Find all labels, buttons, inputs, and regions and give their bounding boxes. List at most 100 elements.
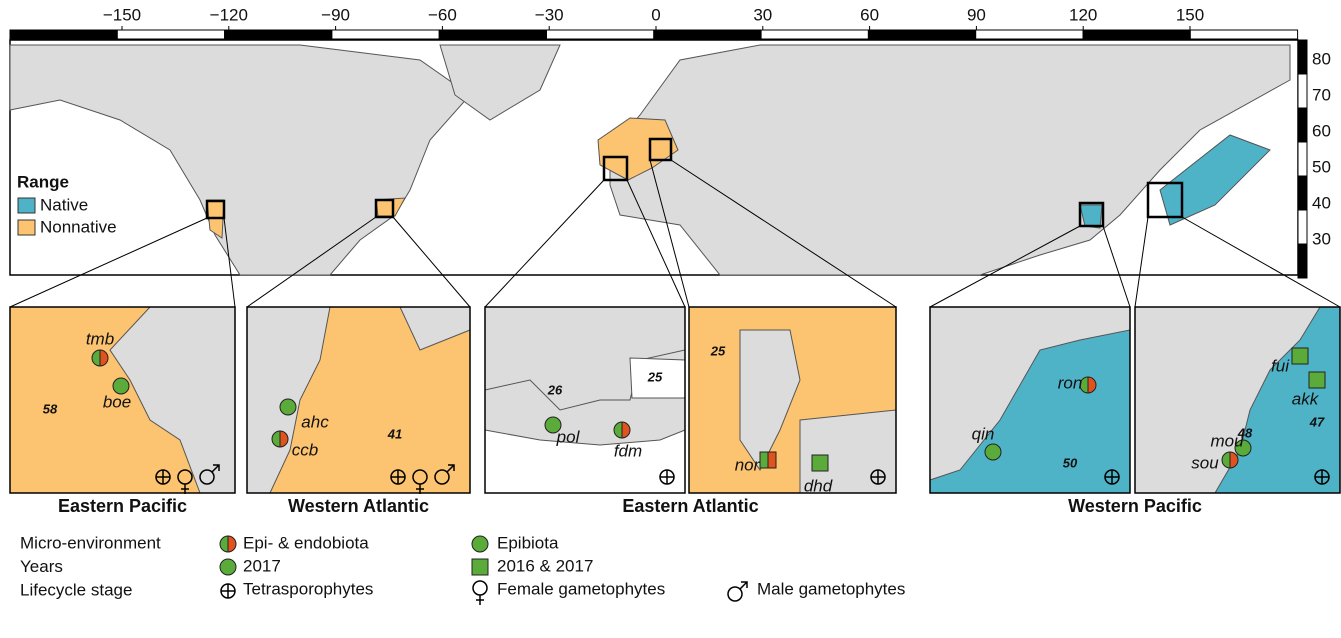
connector xyxy=(484,179,605,308)
scale-segment xyxy=(116,29,226,40)
lon-tick-label: 120 xyxy=(1069,5,1097,24)
legend-row-label: Micro-environment xyxy=(20,533,161,552)
site-marker-half xyxy=(767,451,777,469)
site-label: sou xyxy=(1191,453,1219,472)
zone-label: 25 xyxy=(710,343,726,358)
legend-title: Range xyxy=(17,172,69,191)
lat-tick-label: 30 xyxy=(1312,229,1331,248)
scale-segment xyxy=(331,29,440,40)
scale-segment xyxy=(760,29,869,40)
male-icon xyxy=(211,464,220,473)
region-title: Eastern Pacific xyxy=(58,496,187,516)
zone-label: 50 xyxy=(1063,455,1078,470)
scale-segment xyxy=(9,29,118,40)
male-icon xyxy=(727,586,743,602)
scale-segment xyxy=(867,29,977,40)
site-marker xyxy=(219,558,237,576)
panel-frame xyxy=(246,306,471,494)
connector xyxy=(1181,216,1341,308)
site-marker-half xyxy=(1221,451,1231,469)
site-marker xyxy=(1291,347,1309,365)
lon-tick-label: −120 xyxy=(210,5,248,24)
site-marker xyxy=(811,454,829,472)
site-marker xyxy=(471,535,489,553)
region-title: Western Atlantic xyxy=(288,496,429,516)
zone-label: 58 xyxy=(43,401,58,416)
site-marker-half xyxy=(99,349,109,367)
legend-label: Epibiota xyxy=(497,533,559,552)
lon-tick-label: 90 xyxy=(967,5,986,24)
scale-segment xyxy=(1297,73,1308,109)
site-marker xyxy=(279,398,297,416)
site-label: boe xyxy=(103,392,131,411)
zone-label: 47 xyxy=(1309,414,1325,429)
scale-segment xyxy=(975,29,1084,40)
lat-tick-label: 50 xyxy=(1312,157,1331,176)
site-marker-half xyxy=(271,430,281,448)
lon-tick-label: −60 xyxy=(428,5,457,24)
zone-label: 48 xyxy=(1237,425,1253,440)
legend-label: Epi- & endobiota xyxy=(243,533,369,552)
male-icon xyxy=(199,469,215,485)
site-marker-half xyxy=(227,535,237,553)
connector xyxy=(670,159,897,308)
scale-segment xyxy=(1297,175,1308,211)
scale-segment xyxy=(1189,29,1299,40)
panel-frame xyxy=(688,306,897,494)
site-marker xyxy=(471,558,489,576)
lat-tick-label: 60 xyxy=(1312,121,1331,140)
site-label: fui xyxy=(1271,356,1290,375)
site-marker xyxy=(544,416,562,434)
tetrasporophyte-icon xyxy=(156,470,170,484)
scale-segment xyxy=(1297,209,1308,245)
tetrasporophyte-icon xyxy=(1315,470,1329,484)
scale-segment xyxy=(1297,243,1308,279)
site-marker-half xyxy=(219,535,229,553)
site-label: dhd xyxy=(804,476,833,495)
zone-label: 26 xyxy=(547,382,563,397)
male-icon xyxy=(739,581,748,590)
zone-label: 41 xyxy=(387,426,402,441)
connector xyxy=(9,217,208,308)
inset-panel: 50 ron qin xyxy=(929,306,1131,494)
site-marker-half xyxy=(1079,376,1089,394)
panel-frame xyxy=(929,306,1131,494)
legend-label: Tetrasporophytes xyxy=(243,579,373,598)
scale-segment xyxy=(1082,29,1191,40)
legend-label: Male gametophytes xyxy=(757,579,905,598)
lon-tick-label: −90 xyxy=(321,5,350,24)
inset-panel: 25 nor dhd xyxy=(688,306,897,495)
legend-row-label: Lifecycle stage xyxy=(20,580,132,599)
legend-row-label: Years xyxy=(20,557,63,576)
panel-frame xyxy=(484,306,686,494)
tetrasporophyte-icon xyxy=(1105,470,1119,484)
lon-tick-label: −150 xyxy=(103,5,141,24)
inset-box xyxy=(1078,201,1105,228)
connector xyxy=(929,225,1081,308)
lon-tick-label: 30 xyxy=(753,5,772,24)
lon-tick-label: 0 xyxy=(651,5,660,24)
connector xyxy=(1102,225,1131,308)
connector xyxy=(626,179,686,308)
scale-segment xyxy=(1297,141,1308,177)
site-label: mou xyxy=(1210,431,1244,450)
connector xyxy=(223,217,236,308)
inset-panels: 58 tmb boe Eastern Pacific 41 ahc ccb Western A… xyxy=(9,306,1341,516)
site-marker xyxy=(1234,439,1252,457)
legend-label: Female gametophytes xyxy=(497,579,665,598)
site-label: ccb xyxy=(292,440,318,459)
land xyxy=(439,44,561,121)
symbol-legend: Micro-environment Years Lifecycle stage Epi… xyxy=(20,533,905,605)
site-marker-half xyxy=(621,421,631,439)
inset-panel: 26 25 pol fdm xyxy=(484,306,686,494)
range-legend: Range Native Nonnative xyxy=(17,172,117,236)
scale-segment xyxy=(438,29,548,40)
tetrasporophyte-icon xyxy=(391,470,405,484)
lat-tick-label: 80 xyxy=(1312,49,1331,68)
female-icon xyxy=(472,580,488,596)
site-marker-half xyxy=(279,430,289,448)
